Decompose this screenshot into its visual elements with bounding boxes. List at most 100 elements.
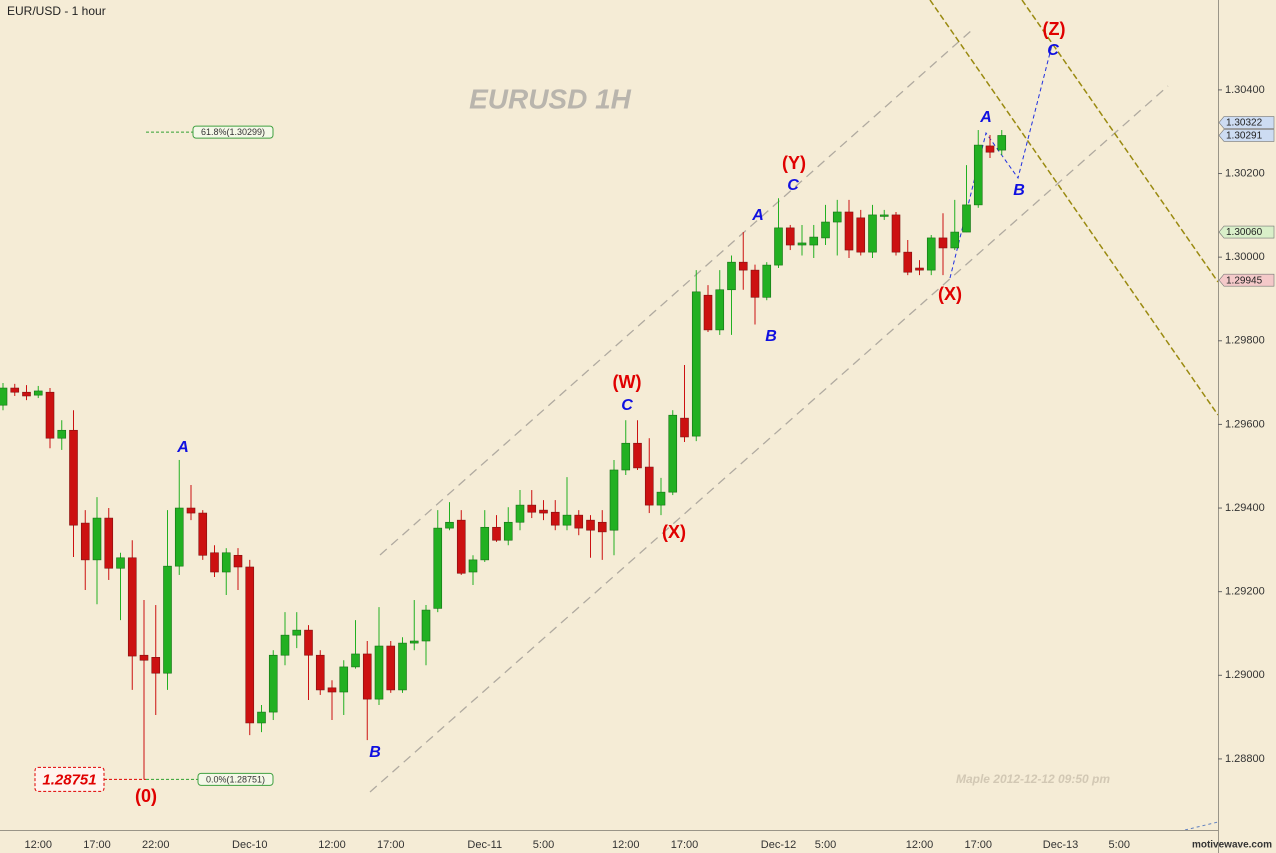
candle-body: [80, 522, 90, 561]
candle-body: [550, 511, 560, 526]
candle-body: [738, 261, 748, 271]
candle-body: [198, 512, 208, 556]
y-tick-label: 1.29000: [1225, 669, 1265, 681]
candle-body: [844, 211, 854, 251]
candle-body: [503, 521, 513, 541]
candle-body: [668, 414, 678, 493]
y-tick-label: 1.29600: [1225, 418, 1265, 430]
x-tick-label: 12:00: [24, 839, 52, 851]
credit: motivewave.com: [1192, 840, 1272, 851]
x-tick-label: 17:00: [377, 839, 405, 851]
candle-body: [703, 294, 713, 331]
candle-body: [891, 214, 901, 253]
wave-label: A: [751, 207, 764, 224]
candle-body: [69, 429, 78, 526]
candle-body: [973, 144, 983, 206]
wave-label: C: [621, 397, 633, 414]
wave-path: [949, 44, 1053, 279]
wave-label: (Z): [1043, 19, 1066, 39]
candle-body: [292, 629, 302, 636]
wave-label: (X): [938, 284, 962, 304]
channel-upper: [379, 29, 973, 556]
low-marker-label: 1.28751: [42, 771, 96, 788]
candle-body: [656, 491, 666, 506]
candle-body: [609, 469, 619, 531]
wave-label: (X): [662, 522, 686, 542]
candle-body: [879, 214, 889, 217]
candle-body: [539, 509, 548, 514]
candle-body: [950, 231, 960, 249]
candle-body: [315, 654, 325, 691]
candle-body: [915, 267, 924, 271]
candle-body: [409, 640, 419, 644]
y-tick-label: 1.30200: [1225, 167, 1265, 179]
candle-body: [691, 291, 701, 437]
candle-body: [445, 521, 454, 529]
candle-body: [92, 517, 102, 561]
x-tick-label: 17:00: [671, 839, 699, 851]
wave-label: B: [765, 328, 777, 345]
wave-label: C: [787, 177, 799, 194]
watermark: EURUSD 1H: [469, 83, 632, 114]
wave-label: (Y): [782, 153, 806, 173]
y-tick-label: 1.29200: [1225, 586, 1265, 598]
trend-line: [929, 0, 1218, 416]
y-tick-label: 1.29400: [1225, 502, 1265, 514]
candle-body: [727, 261, 736, 291]
x-tick-label: 5:00: [533, 839, 554, 851]
candle-body: [856, 217, 866, 253]
candle-body: [644, 466, 654, 506]
candle-body: [562, 514, 572, 526]
fib-box: [192, 125, 274, 139]
x-tick-label: 5:00: [1109, 839, 1130, 851]
candle-body: [492, 526, 501, 541]
candle-body: [127, 557, 137, 657]
y-tick-label: 1.30000: [1225, 251, 1265, 263]
price-tag-label: 1.29945: [1226, 275, 1263, 286]
x-tick-label: 17:00: [964, 839, 992, 851]
candle-body: [233, 554, 243, 568]
x-tick-label: 17:00: [83, 839, 111, 851]
x-tick-label: 5:00: [815, 839, 836, 851]
candle-body: [762, 264, 772, 298]
candle-body: [680, 417, 689, 438]
price-tag-label: 1.30322: [1226, 118, 1263, 129]
low-marker-box: [34, 766, 105, 792]
candle-body: [22, 391, 31, 397]
candle-body: [0, 387, 8, 406]
candle-body: [139, 654, 149, 661]
wave-label: B: [1013, 182, 1025, 199]
candle-body: [33, 390, 43, 396]
candle-body: [868, 214, 877, 253]
candle-body: [574, 514, 584, 529]
candle-body: [304, 629, 313, 656]
x-tick-label: Dec-11: [467, 839, 502, 851]
candle-body: [221, 552, 231, 573]
candle-body: [785, 227, 795, 246]
candle-body: [57, 429, 67, 439]
candle-body: [421, 609, 431, 642]
candle-body: [386, 645, 396, 691]
candle-body: [527, 504, 537, 513]
x-tick-label: Dec-10: [232, 839, 267, 851]
candle-body: [621, 442, 631, 471]
x-tick-label: Dec-12: [761, 839, 796, 851]
candle-body: [374, 645, 384, 700]
candle-body: [809, 236, 819, 246]
candle-body: [480, 526, 490, 561]
price-tag-label: 1.30060: [1226, 227, 1263, 238]
chart-title: EUR/USD - 1 hour: [7, 4, 106, 18]
channel-lower: [369, 85, 1169, 793]
wave-label: A: [979, 109, 992, 126]
fib-label: 0.0%(1.28751): [206, 774, 265, 784]
candle-body: [456, 519, 466, 574]
price-tag: [1218, 116, 1275, 129]
wave-label: (0): [135, 786, 157, 806]
candle-body: [750, 269, 760, 298]
price-tag-label: 1.30291: [1226, 131, 1263, 142]
candle-body: [174, 507, 184, 567]
x-tick-label: 12:00: [318, 839, 346, 851]
candle-body: [938, 237, 948, 249]
wave-label: B: [369, 744, 381, 761]
